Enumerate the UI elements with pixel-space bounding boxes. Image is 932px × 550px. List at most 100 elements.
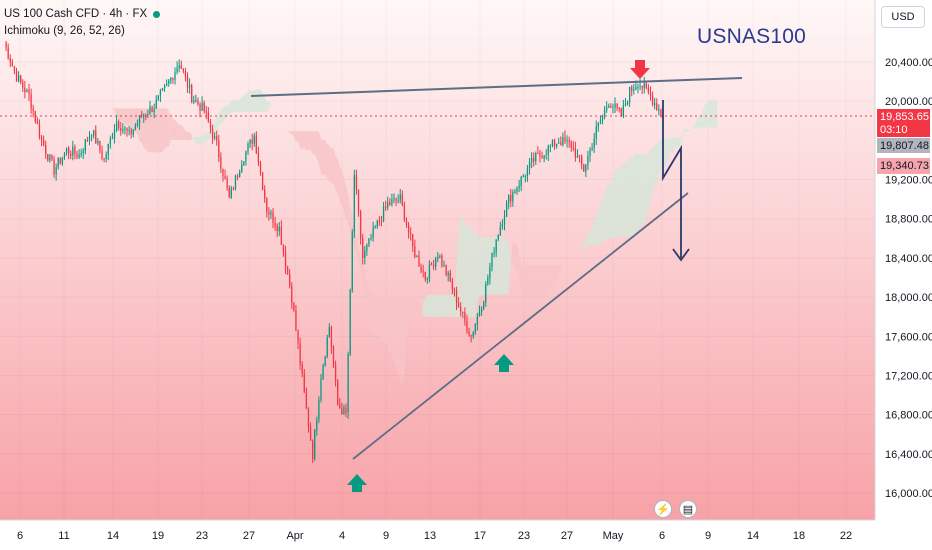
cloud-segment [635,152,638,235]
cloud-segment [120,108,123,123]
cloud-segment [122,108,125,125]
cloud-segment [147,108,150,153]
cloud-segment [554,265,557,282]
candle-body [537,153,539,155]
indicator-row[interactable]: Ichimoku (9, 26, 52, 26) [4,23,162,40]
cloud-segment [293,131,296,142]
currency-button[interactable]: USD [881,6,925,28]
candle-body [266,198,268,213]
cloud-segment [408,297,411,317]
candle-body [501,224,504,227]
candle-body [395,198,397,201]
time-axis[interactable]: 6 11 14 19 23 27 Apr 4 9 13 17 23 27 May 6 9 14 18 22 [17,530,852,542]
candle-body [103,158,105,160]
candle-body [603,109,606,116]
candle-body [628,86,631,103]
cloud-segment [579,250,582,257]
cloud-segment [583,237,586,250]
cloud-segment [537,265,540,297]
cloud-segment [214,115,217,133]
candle-body [324,356,326,366]
candle-body [593,138,595,149]
cloud-segment [168,110,171,148]
candle-body [134,125,137,130]
cloud-segment [546,265,549,295]
time-tick-label: May [603,530,624,542]
cloud-segment [318,131,321,174]
cloud-segment [252,90,255,113]
symbol-row[interactable]: US 100 Cash CFD · 4h · FX [4,6,162,23]
candle-body [616,103,618,108]
cloud-segment [243,94,246,113]
candle-body [113,130,116,139]
candle-body [508,195,510,203]
cloud-segment [506,241,509,294]
candle-body [510,195,512,202]
us-flag-icon[interactable]: ▤ [679,500,697,518]
candle-body [222,168,224,177]
cloud-segment [264,96,267,113]
candle-body [174,72,176,80]
cloud-segment [300,131,303,149]
candle-body [535,153,537,162]
cloud-segment [471,226,474,317]
candle-body [376,220,378,227]
candle-body [76,154,78,158]
cloud-segment [706,101,709,128]
candle-body [226,178,228,188]
time-tick-label: 19 [152,530,164,542]
lightning-icon[interactable]: ⚡ [654,500,672,518]
candle-body [585,165,587,172]
candle-body [568,140,570,143]
candle-body [351,232,353,290]
candle-body [449,272,451,282]
cloud-segment [617,169,620,237]
candle-body [309,427,312,441]
candle-body [445,264,447,275]
candle-body [474,324,476,333]
arrow-up-icon [494,354,514,372]
candle-body [201,102,203,111]
candle-body [551,139,554,146]
cloud-segment [602,192,605,242]
cloud-segment [364,271,367,311]
candle-body [20,75,22,83]
price-tag-kijun: 19,807.48 [877,138,930,153]
cloud-segment [623,162,626,237]
candle-body [45,145,47,154]
cloud-segment [552,265,555,286]
cloud-segment [491,237,495,295]
candle-body [595,126,597,139]
time-tick-label: 6 [659,530,665,542]
candle-body [74,146,76,155]
candle-body [468,331,470,336]
time-tick-label: 14 [747,530,759,542]
candle-body [651,95,654,105]
candle-body [562,137,564,146]
candle-body [138,115,141,124]
candle-body [130,130,132,135]
candle-body [528,161,531,169]
candle-body [303,373,305,393]
candle-body [145,114,147,116]
cloud-segment [308,131,311,151]
bar-countdown: 03:10 [880,124,908,136]
candle-body [539,153,541,157]
cloud-segment [256,88,259,113]
candle-body [65,148,68,153]
candle-body [430,263,433,266]
candle-body [270,212,272,215]
candle-body [654,103,656,105]
cloud-segment [177,122,180,141]
candle-body [272,212,274,223]
cloud-segment [195,136,198,145]
candle-body [307,408,310,428]
price-axis[interactable]: 20,400.00 20,000.00 19,200.00 18,800.00 18,4… [885,57,932,500]
current-price-value: 19,853.65 [880,111,929,123]
cloud-segment [172,118,176,141]
cloud-segment [598,203,601,245]
cloud-segment [669,137,672,154]
cloud-segment [652,146,655,195]
